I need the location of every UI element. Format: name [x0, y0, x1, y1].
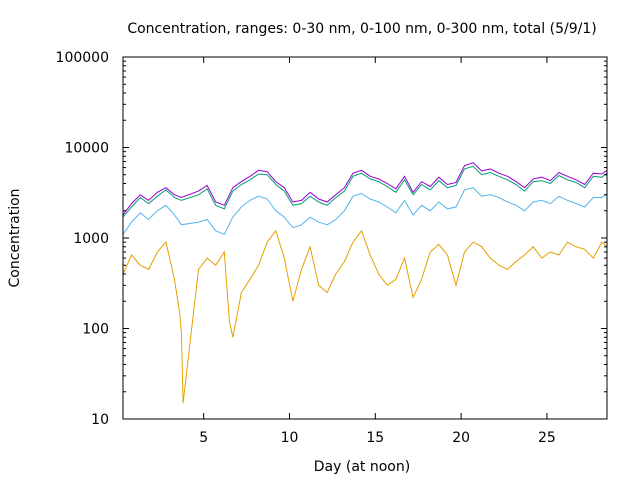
x-tick-label: 15	[366, 430, 384, 446]
series-line-4	[122, 229, 608, 404]
y-axis: 10 100 1000 10000 100000	[56, 50, 607, 428]
y-axis-label: Concentration	[7, 188, 23, 287]
x-tick-label: 25	[538, 430, 556, 446]
plot-lines	[122, 162, 608, 404]
y-tick-label: 100	[82, 322, 109, 338]
x-tick-label: 20	[452, 430, 470, 446]
y-tick-label: 1000	[73, 231, 109, 247]
plot-frame	[122, 56, 608, 420]
y-tick-label: 10000	[64, 141, 109, 157]
x-tick-label: 10	[281, 430, 299, 446]
x-axis: 5 10 15 20 25	[199, 57, 556, 446]
y-tick-label: 10	[91, 412, 109, 428]
series-line-3	[122, 187, 608, 235]
series-line-2	[122, 165, 608, 218]
x-tick-label: 5	[199, 430, 208, 446]
series-line-1	[122, 162, 608, 216]
x-axis-label: Day (at noon)	[314, 459, 410, 475]
y-tick-label: 100000	[56, 50, 109, 66]
chart-title: Concentration, ranges: 0-30 nm, 0-100 nm…	[127, 21, 596, 37]
